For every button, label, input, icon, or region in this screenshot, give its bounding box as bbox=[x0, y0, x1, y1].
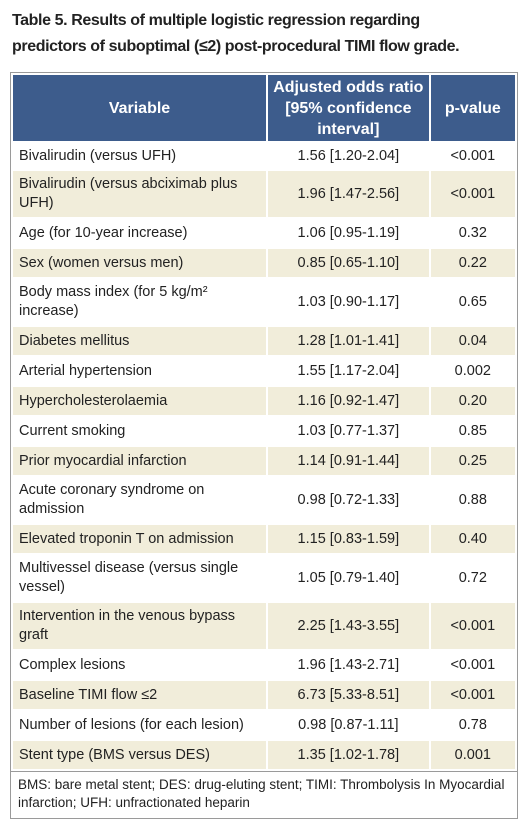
variable-cell: Intervention in the venous bypass graft bbox=[13, 603, 267, 649]
variable-cell: Body mass index (for 5 kg/m² increase) bbox=[19, 284, 208, 319]
p-value-cell: 0.85 bbox=[458, 422, 487, 439]
table-row: Intervention in the venous bypass graft 2… bbox=[13, 603, 515, 649]
table-row: Acute coronary syndrome on admission 0.98… bbox=[13, 477, 515, 523]
odds-ratio-cell: 0.85 [0.65-1.10] bbox=[268, 249, 429, 277]
variable-cell: Complex lesions bbox=[19, 656, 126, 673]
odds-ratio-cell: 1.14 [0.91-1.44] bbox=[268, 447, 429, 475]
table-row: Age (for 10-year increase) 1.06 [0.95-1.1… bbox=[13, 219, 515, 247]
p-value-cell: 0.001 bbox=[430, 741, 515, 769]
odds-ratio-cell: 1.16 [0.92-1.47] bbox=[268, 387, 429, 415]
p-value-cell: <0.001 bbox=[450, 656, 496, 673]
table-row: Body mass index (for 5 kg/m² increase) 1.… bbox=[13, 279, 515, 325]
odds-ratio-cell: 1.96 [1.47-2.56] bbox=[268, 171, 429, 217]
table-row: Multivessel disease (versus single vesse… bbox=[13, 555, 515, 601]
header-cell: p-value bbox=[430, 75, 515, 141]
table-row: Diabetes mellitus 1.28 [1.01-1.41] 0.04 bbox=[13, 327, 515, 355]
variable-cell: Baseline TIMI flow ≤2 bbox=[13, 681, 267, 709]
table-row: Current smoking 1.03 [0.77-1.37] 0.85 bbox=[13, 417, 515, 445]
table-row: Stent type (BMS versus DES) 1.35 [1.02-1.… bbox=[13, 741, 515, 769]
table-row: Complex lesions 1.96 [1.43-2.71] <0.001 bbox=[13, 651, 515, 679]
variable-cell: Number of lesions (for each lesion) bbox=[19, 716, 244, 733]
variable-cell: Sex (women versus men) bbox=[13, 249, 267, 277]
table-row: Arterial hypertension 1.55 [1.17-2.04] 0.0… bbox=[13, 357, 515, 385]
variable-cell: Acute coronary syndrome on admission bbox=[19, 482, 205, 517]
table-row: Bivalirudin (versus abciximab plus UFH) 1… bbox=[13, 171, 515, 217]
p-value-cell: 0.20 bbox=[430, 387, 515, 415]
table-frame: Variable Adjusted odds ratio [95% confide… bbox=[10, 72, 518, 819]
odds-ratio-cell: 1.15 [0.83-1.59] bbox=[268, 525, 429, 553]
table-title: Table 5. Results of multiple logistic re… bbox=[12, 12, 460, 55]
variable-cell: Hypercholesterolaemia bbox=[13, 387, 267, 415]
header-row: Variable Adjusted odds ratio [95% confide… bbox=[13, 75, 515, 141]
variable-cell: Multivessel disease (versus single vesse… bbox=[19, 560, 239, 595]
odds-ratio-cell: 1.56 [1.20-2.04] bbox=[297, 147, 400, 164]
odds-ratio-cell: 1.28 [1.01-1.41] bbox=[268, 327, 429, 355]
header-cell: Adjusted odds ratio [95% confidence inte… bbox=[268, 75, 429, 141]
table-row: Sex (women versus men) 0.85 [0.65-1.10] 0.… bbox=[13, 249, 515, 277]
table-row: Bivalirudin (versus UFH) 1.56 [1.20-2.04]… bbox=[13, 143, 515, 169]
p-value-cell: <0.001 bbox=[450, 147, 496, 164]
odds-ratio-cell: 0.98 [0.72-1.33] bbox=[297, 491, 400, 508]
p-value-cell: 0.25 bbox=[430, 447, 515, 475]
odds-ratio-cell: 1.35 [1.02-1.78] bbox=[268, 741, 429, 769]
table-row: Number of lesions (for each lesion) 0.98 … bbox=[13, 711, 515, 739]
p-value-cell: 0.32 bbox=[458, 224, 487, 241]
footnote: BMS: bare metal stent; DES: drug-eluting… bbox=[11, 771, 517, 818]
table-row: Prior myocardial infarction 1.14 [0.91-1.… bbox=[13, 447, 515, 475]
variable-cell: Elevated troponin T on admission bbox=[13, 525, 267, 553]
table: Variable Adjusted odds ratio [95% confide… bbox=[11, 73, 517, 771]
p-value-cell: 0.88 bbox=[458, 491, 487, 508]
variable-cell: Arterial hypertension bbox=[19, 362, 152, 379]
variable-cell: Stent type (BMS versus DES) bbox=[13, 741, 267, 769]
p-value-cell: 0.78 bbox=[458, 716, 487, 733]
p-value-cell: 0.22 bbox=[430, 249, 515, 277]
table-row: Elevated troponin T on admission 1.15 [0.… bbox=[13, 525, 515, 553]
p-value-cell: 0.65 bbox=[458, 293, 487, 310]
variable-cell: Age (for 10-year increase) bbox=[19, 224, 188, 241]
odds-ratio-cell: 1.05 [0.79-1.40] bbox=[297, 569, 400, 586]
p-value-cell: 0.04 bbox=[430, 327, 515, 355]
variable-cell: Diabetes mellitus bbox=[13, 327, 267, 355]
odds-ratio-cell: 6.73 [5.33-8.51] bbox=[268, 681, 429, 709]
odds-ratio-cell: 1.03 [0.77-1.37] bbox=[297, 422, 400, 439]
p-value-cell: <0.001 bbox=[430, 681, 515, 709]
odds-ratio-cell: 1.03 [0.90-1.17] bbox=[297, 293, 400, 310]
odds-ratio-cell: 0.98 [0.87-1.11] bbox=[298, 716, 399, 733]
table-row: Hypercholesterolaemia 1.16 [0.92-1.47] 0.2… bbox=[13, 387, 515, 415]
header-cell: Variable bbox=[13, 75, 267, 141]
odds-ratio-cell: 1.55 [1.17-2.04] bbox=[297, 362, 400, 379]
p-value-cell: <0.001 bbox=[430, 171, 515, 217]
p-value-cell: 0.40 bbox=[430, 525, 515, 553]
p-value-cell: 0.002 bbox=[454, 362, 491, 379]
p-value-cell: <0.001 bbox=[430, 603, 515, 649]
table-row: Baseline TIMI flow ≤2 6.73 [5.33-8.51] <0.… bbox=[13, 681, 515, 709]
variable-cell: Prior myocardial infarction bbox=[13, 447, 267, 475]
odds-ratio-cell: 1.06 [0.95-1.19] bbox=[297, 224, 400, 241]
odds-ratio-cell: 1.96 [1.43-2.71] bbox=[297, 656, 400, 673]
variable-cell: Bivalirudin (versus UFH) bbox=[19, 147, 177, 164]
p-value-cell: 0.72 bbox=[458, 569, 487, 586]
odds-ratio-cell: 2.25 [1.43-3.55] bbox=[268, 603, 429, 649]
table-body: Bivalirudin (versus UFH) 1.56 [1.20-2.04]… bbox=[13, 143, 515, 769]
variable-cell: Bivalirudin (versus abciximab plus UFH) bbox=[13, 171, 267, 217]
variable-cell: Current smoking bbox=[19, 422, 126, 439]
